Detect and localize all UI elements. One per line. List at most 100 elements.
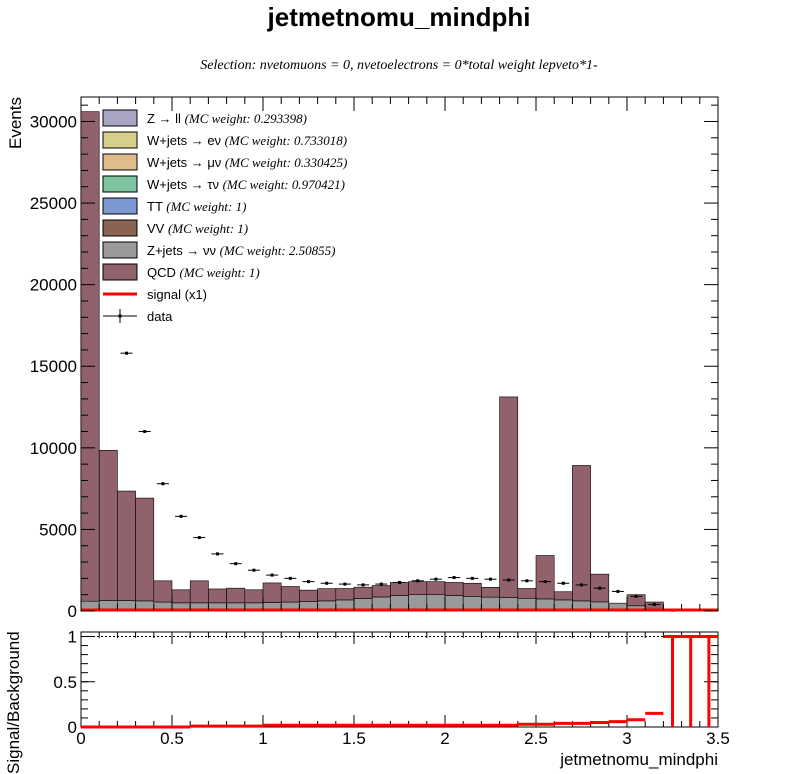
y-tick-label: 10000 [30, 439, 77, 458]
data-point [652, 602, 656, 606]
histogram-bar [153, 580, 173, 603]
data-point [125, 351, 128, 355]
histogram-bar [189, 580, 209, 604]
main-histogram-plot: 0 5000 10000 15000 20000 25000 30000 Events [6, 96, 719, 621]
data-point [598, 586, 602, 590]
legend-note: (MC weight: 1) [168, 221, 248, 236]
data-point [452, 576, 456, 580]
data-point [507, 578, 511, 582]
data-point [179, 514, 183, 518]
histogram-bar [481, 587, 500, 598]
legend-note: (MC weight: 1) [180, 265, 260, 280]
legend-entry: QCD (MC weight: 1) [147, 265, 260, 280]
legend-label: W+jets → μν [147, 155, 225, 170]
y-tick-label: 5000 [39, 520, 77, 539]
data-point [343, 582, 347, 586]
main-plot-frame [80, 96, 719, 612]
histogram-bar [98, 449, 118, 601]
data-point [216, 552, 219, 556]
y-tick-label: 20000 [30, 276, 77, 295]
legend-label: W+jets → eν [147, 133, 225, 148]
legend-note: (MC weight: 1) [166, 199, 246, 214]
ratio-plot: 0 0.5 1 0 0.5 1 1.5 2 2.5 3 3.5 jetmetnomu_mindphi S… [4, 628, 730, 774]
x-tick-label: 1 [258, 729, 267, 748]
legend-swatch [102, 241, 138, 259]
data-point [434, 577, 438, 581]
histogram-bar [262, 582, 282, 603]
histogram-bar [462, 582, 482, 597]
histogram-bar [117, 490, 136, 601]
histogram-bar [444, 582, 464, 596]
legend-swatch [102, 197, 138, 215]
legend-entry: W+jets → τν (MC weight: 0.970421) [147, 177, 345, 192]
histogram-bar [208, 588, 227, 604]
x-tick-label: 2 [440, 729, 449, 748]
legend-entry: Z+jets → νν (MC weight: 2.50855) [147, 243, 336, 258]
data-point [161, 482, 165, 486]
x-axis-title: jetmetnomu_mindphi [559, 750, 718, 769]
legend-note: (MC weight: 0.293398) [185, 111, 307, 126]
legend-label: W+jets → τν [147, 177, 223, 192]
legend-swatch [102, 153, 138, 171]
ratio-y-tick-label: 1 [68, 628, 77, 647]
legend-swatch [102, 109, 138, 127]
data-point [416, 579, 420, 583]
data-point [143, 430, 147, 434]
histogram-bar [572, 465, 591, 602]
histogram-bar [553, 591, 573, 601]
legend-label: VV [147, 221, 168, 236]
legend-note: (MC weight: 0.330425) [225, 155, 347, 170]
histogram-bar [135, 497, 155, 602]
y-tick-label: 15000 [30, 357, 77, 376]
data-point [325, 581, 329, 585]
histogram-bar [226, 587, 246, 604]
x-tick-label: 1.5 [342, 729, 366, 748]
data-point [361, 583, 365, 587]
data-point [580, 583, 583, 587]
legend-label: Z+jets → νν [147, 243, 220, 258]
data-point [543, 580, 547, 584]
legend-label: signal (x1) [147, 287, 207, 302]
chart-subtitle: Selection: nvetomuons = 0, nvetoelectron… [200, 58, 598, 73]
histogram-bar [299, 589, 318, 602]
legend-entry: W+jets → eν (MC weight: 0.733018) [147, 133, 347, 148]
legend-entry: signal (x1) [147, 287, 207, 302]
legend-entry: Z → ll (MC weight: 0.293398) [147, 111, 307, 126]
data-point [616, 589, 620, 593]
x-tick-label: 3 [622, 729, 631, 748]
data-point [634, 594, 638, 598]
data-point [379, 582, 383, 586]
x-tick-label: 3.5 [706, 729, 730, 748]
histogram-bar [244, 589, 264, 604]
histogram-bar [371, 585, 391, 598]
data-point [525, 579, 529, 583]
ratio-plot-frame [80, 631, 719, 728]
x-tick-label: 2.5 [524, 729, 548, 748]
histogram-bar [535, 555, 555, 600]
data-point [288, 576, 292, 580]
data-point [234, 562, 238, 566]
ratio-y-tick-label: 0 [68, 718, 77, 737]
legend-label: Z → ll [147, 111, 185, 126]
legend-entry: W+jets → μν (MC weight: 0.330425) [147, 155, 347, 170]
x-tick-label: 0 [76, 729, 85, 748]
legend-label: TT [147, 199, 166, 214]
y-tick-label: 25000 [30, 194, 77, 213]
legend-swatch [102, 263, 138, 281]
histogram-bar [280, 586, 300, 603]
histogram-bar [426, 581, 446, 595]
legend-entry: TT (MC weight: 1) [147, 199, 246, 214]
legend-note: (MC weight: 0.733018) [225, 133, 347, 148]
legend-swatch [102, 175, 138, 193]
data-point [197, 536, 201, 540]
chart-title: jetmetnomu_mindphi [267, 2, 531, 32]
data-point [307, 580, 310, 584]
legend-note: (MC weight: 2.50855) [220, 243, 336, 258]
data-point [489, 577, 492, 581]
histogram-bar [517, 588, 537, 599]
histogram-bar [499, 396, 519, 598]
data-point [561, 581, 565, 585]
histogram-bar [353, 586, 373, 599]
histogram-bar [80, 111, 100, 602]
